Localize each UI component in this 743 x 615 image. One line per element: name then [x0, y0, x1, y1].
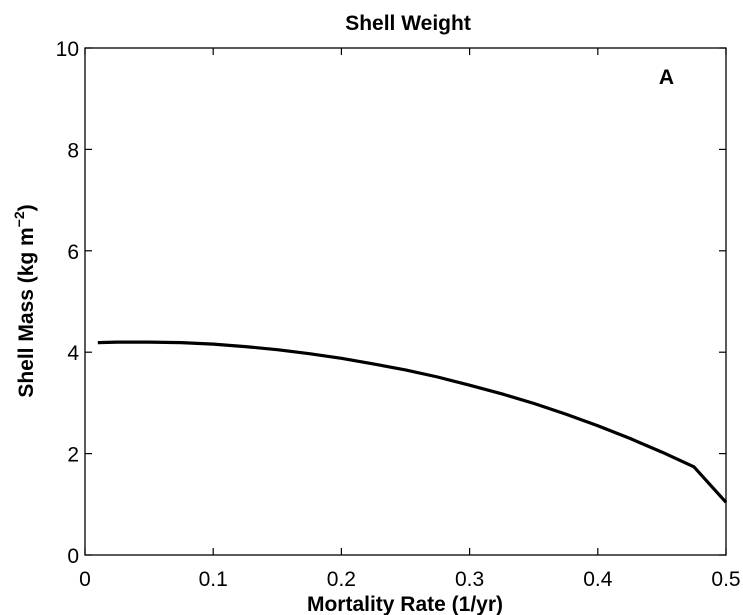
x-tick-label: 0 [79, 568, 91, 591]
y-axis-label-superscript: −2 [11, 211, 27, 227]
x-tick-label: 0.4 [583, 568, 613, 591]
y-tick-label: 2 [67, 444, 79, 467]
y-tick-label: 8 [67, 139, 79, 162]
y-tick-label: 4 [67, 342, 79, 365]
axis-ticks: 0 0.1 0.2 0.3 0.4 0.5 0 2 4 6 8 10 [56, 38, 741, 591]
y-tick-label: 6 [67, 241, 79, 264]
plot-frame [84, 47, 727, 556]
series-line [97, 340, 728, 504]
chart-title: Shell Weight [345, 12, 471, 35]
x-tick-label: 0.1 [199, 568, 228, 591]
y-tick-label: 0 [67, 545, 79, 568]
panel-label: A [659, 66, 674, 89]
y-axis-label-main: Shell Mass (kg m [15, 227, 38, 397]
series-group [97, 340, 728, 504]
x-tick-label: 0.2 [327, 568, 356, 591]
y-axis-label: Shell Mass (kg m−2) [11, 204, 38, 397]
y-axis-label-end: ) [15, 204, 38, 211]
y-tick-label: 10 [56, 38, 79, 61]
x-axis-label: Mortality Rate (1/yr) [307, 593, 503, 615]
x-tick-label: 0.3 [455, 568, 484, 591]
x-tick-label: 0.5 [711, 568, 740, 591]
